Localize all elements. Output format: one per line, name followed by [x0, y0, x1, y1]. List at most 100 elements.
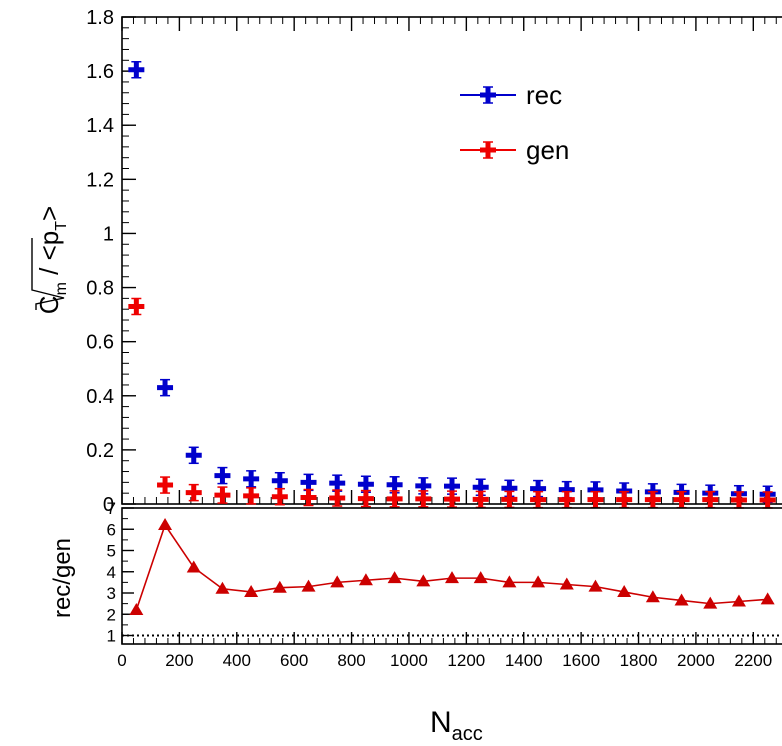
bottom-y-tick-label: 6: [107, 520, 116, 539]
legend-marker-gen: [480, 141, 496, 159]
top-y-tick-label: 1.6: [86, 61, 114, 83]
ratio-point: [186, 560, 201, 573]
rec-point: [329, 474, 346, 492]
bottom-x-tick-label: 400: [223, 651, 251, 670]
ratio-point: [129, 603, 144, 615]
bottom-x-tick-label: 1400: [505, 651, 543, 670]
ratio-point: [703, 596, 718, 609]
gen-point: [271, 487, 288, 506]
gen-point: [501, 490, 518, 509]
gen-point: [644, 490, 661, 509]
top-y-tick-label: 1.2: [86, 169, 114, 191]
rec-point: [357, 475, 374, 493]
gen-point: [444, 490, 460, 508]
x-axis-label: Nacc: [430, 706, 483, 745]
top-y-tick-label: 1.4: [86, 115, 114, 137]
bottom-x-tick-label: 0: [117, 651, 126, 670]
ratio-point: [502, 575, 517, 588]
legend-label-gen: gen: [526, 135, 569, 165]
top-y-axis-label-part: >: [34, 206, 64, 221]
gen-point: [185, 483, 202, 502]
ratio-point: [301, 579, 316, 592]
ratio-point: [731, 594, 746, 607]
top-y-axis-label-part: C: [34, 295, 64, 314]
bottom-x-tick-label: 1800: [620, 651, 658, 670]
rec-point: [157, 378, 174, 397]
ratio-point: [473, 571, 488, 584]
rec-point: [300, 473, 317, 492]
rec-point: [185, 446, 202, 465]
legend-marker-rec: [480, 86, 496, 104]
bottom-y-axis-label: rec/gen: [49, 538, 76, 618]
top-y-tick-label: 1.8: [86, 7, 114, 29]
bottom-x-tick-label: 2200: [734, 651, 772, 670]
bottom-x-tick-label: 600: [280, 651, 308, 670]
top-y-tick-label: 0.6: [86, 332, 114, 354]
top-y-axis-label-part: m: [53, 282, 70, 295]
ratio-point: [244, 584, 259, 597]
rec-point: [128, 61, 145, 79]
top-y-tick-label: 1: [103, 223, 114, 245]
bottom-x-tick-label: 200: [165, 651, 193, 670]
bottom-y-tick-label: 4: [107, 563, 116, 582]
x-axis-label-sub: acc: [452, 723, 483, 745]
gen-point: [472, 490, 489, 509]
top-y-axis-label-part: T: [53, 221, 70, 231]
top-y-tick-label: 0: [103, 494, 114, 516]
bottom-y-tick-label: 7: [107, 499, 116, 518]
bottom-x-tick-label: 1600: [562, 651, 600, 670]
ratio-point: [358, 573, 373, 586]
ratio-point: [387, 571, 402, 584]
gen-point: [415, 490, 432, 508]
gen-point: [386, 490, 403, 508]
bottom-y-tick-label: 2: [107, 605, 116, 624]
gen-point: [157, 476, 174, 494]
ratio-point: [416, 574, 431, 587]
ratio-point: [215, 581, 230, 594]
ratio-point: [674, 593, 689, 606]
ratio-point: [617, 584, 632, 597]
x-axis-label-main: N: [430, 706, 452, 739]
gen-point: [300, 488, 317, 507]
rec-point: [243, 470, 260, 488]
gen-point: [558, 490, 575, 509]
gen-point: [214, 486, 231, 504]
top-panel-frame: [121, 16, 782, 505]
bottom-x-tick-label: 1000: [390, 651, 428, 670]
top-y-axis-label: Cm / <pT>: [31, 206, 70, 314]
bottom-y-tick-label: 1: [107, 627, 116, 646]
ratio-point: [272, 580, 287, 593]
gen-point: [128, 297, 145, 316]
gen-point: [329, 489, 346, 507]
ratio-point: [330, 575, 345, 588]
bottom-x-tick-label: 1200: [447, 651, 485, 670]
ratio-point: [588, 579, 603, 592]
gen-point: [587, 490, 604, 509]
legend-label-rec: rec: [526, 80, 562, 110]
top-y-axis-label-part: / <p: [34, 231, 64, 282]
ratio-point: [559, 577, 574, 590]
gen-point: [616, 490, 633, 509]
ratio-point: [760, 592, 775, 605]
gen-point: [530, 490, 547, 509]
bottom-y-tick-label: 5: [107, 542, 116, 561]
bottom-panel-frame: [121, 507, 782, 645]
top-y-tick-label: 0.4: [86, 386, 114, 408]
legend: rec gen: [460, 80, 569, 165]
bottom-x-tick-label: 800: [337, 651, 365, 670]
rec-point: [214, 466, 231, 485]
rec-point: [271, 471, 288, 490]
ratio-point: [645, 590, 660, 603]
ratio-point: [531, 575, 546, 588]
bottom-x-tick-label: 2000: [677, 651, 715, 670]
top-y-tick-label: 0.2: [86, 440, 114, 462]
ratio-line: [135, 523, 768, 611]
gen-point: [243, 487, 260, 505]
ratio-point: [158, 518, 173, 530]
bottom-y-tick-label: 3: [107, 584, 116, 603]
gen-point: [357, 489, 374, 508]
sqrt-sign: [31, 238, 65, 310]
top-y-axis-label-text: Cm / <pT>: [34, 206, 70, 314]
